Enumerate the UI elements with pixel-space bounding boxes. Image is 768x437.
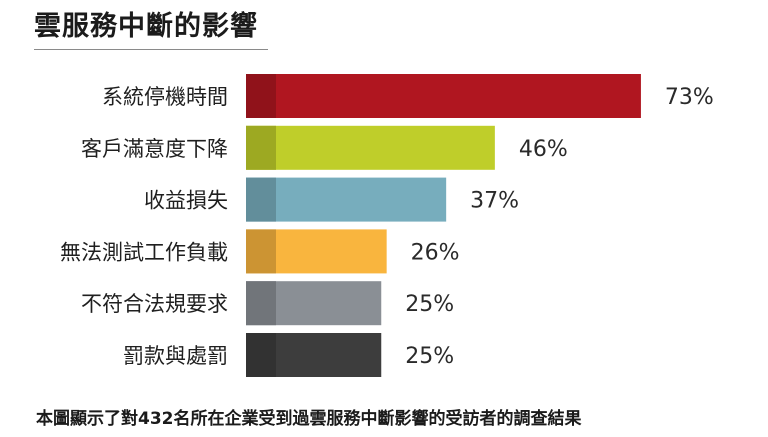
title-divider: [34, 49, 268, 50]
bar-accent-4: [246, 281, 276, 326]
bar-accent-5: [246, 333, 276, 377]
bar-0: [246, 74, 641, 118]
value-label-5: 25%: [405, 344, 454, 369]
bar-1: [246, 125, 495, 170]
category-label-4: 不符合法規要求: [81, 292, 228, 316]
value-label-2: 37%: [470, 189, 519, 214]
bar-accent-1: [246, 125, 276, 170]
bar-accent-2: [246, 177, 276, 222]
category-label-0: 系統停機時間: [102, 85, 228, 109]
chart-footnote: 本圖顯示了對432名所在企業受到過雲服務中斷影響的受訪者的調查結果: [36, 409, 582, 429]
category-label-1: 客戶滿意度下降: [81, 137, 228, 161]
chart-title: 雲服務中斷的影響: [34, 11, 258, 42]
category-label-3: 無法測試工作負載: [60, 240, 228, 264]
bar-2: [246, 177, 447, 222]
category-label-5: 罰款與處罰: [123, 344, 228, 368]
value-label-0: 73%: [665, 85, 714, 110]
category-label-2: 收益損失: [144, 189, 228, 213]
value-label-1: 46%: [519, 137, 568, 162]
bar-accent-0: [246, 74, 276, 118]
value-label-4: 25%: [405, 292, 454, 317]
value-label-3: 26%: [411, 240, 460, 265]
bar-accent-3: [246, 229, 276, 274]
